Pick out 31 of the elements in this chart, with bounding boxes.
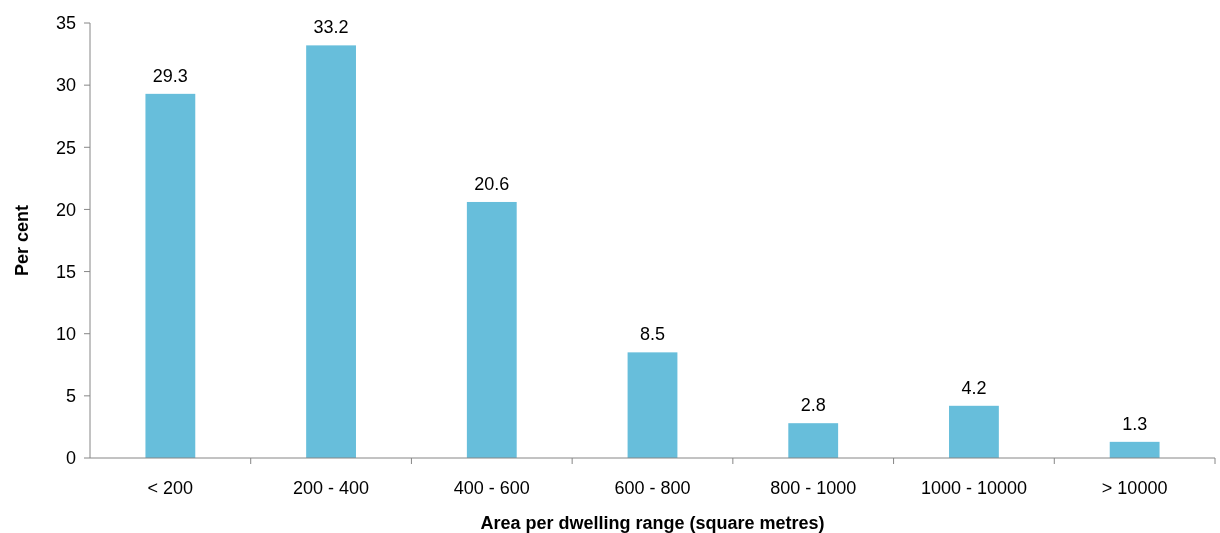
data-label: 4.2 [961,377,987,398]
x-tick-label: 1000 - 10000 [920,478,1027,498]
bar [145,93,196,458]
x-tick-label: 200 - 400 [293,478,370,498]
y-tick-label: 20 [55,199,76,220]
data-label: 33.2 [313,17,349,38]
bar [788,423,839,458]
y-axis-title: Per cent [12,204,32,277]
data-label: 8.5 [639,324,666,345]
y-tick-label: 15 [55,261,76,282]
data-label: 29.3 [152,65,188,86]
bar [466,201,517,458]
x-tick-label: > 10000 [1101,478,1168,498]
bar [1109,441,1160,458]
x-tick-label: 400 - 600 [453,478,530,498]
x-tick-label: < 200 [147,478,194,498]
x-tick-label: 800 - 1000 [770,478,857,498]
data-label: 2.8 [800,395,826,416]
y-tick-label: 30 [55,75,76,96]
y-tick-label: 10 [55,324,76,345]
y-tick-label: 0 [65,448,76,469]
x-axis-title: Area per dwelling range (square metres) [480,513,825,533]
bar [949,405,999,458]
y-tick-label: 5 [65,386,76,407]
data-label: 20.6 [474,173,510,194]
bar [306,45,356,458]
x-tick-label: 600 - 800 [614,478,691,498]
bar [627,352,678,458]
data-label: 1.3 [1122,413,1148,434]
y-tick-label: 35 [55,13,76,34]
y-tick-label: 25 [55,137,76,158]
